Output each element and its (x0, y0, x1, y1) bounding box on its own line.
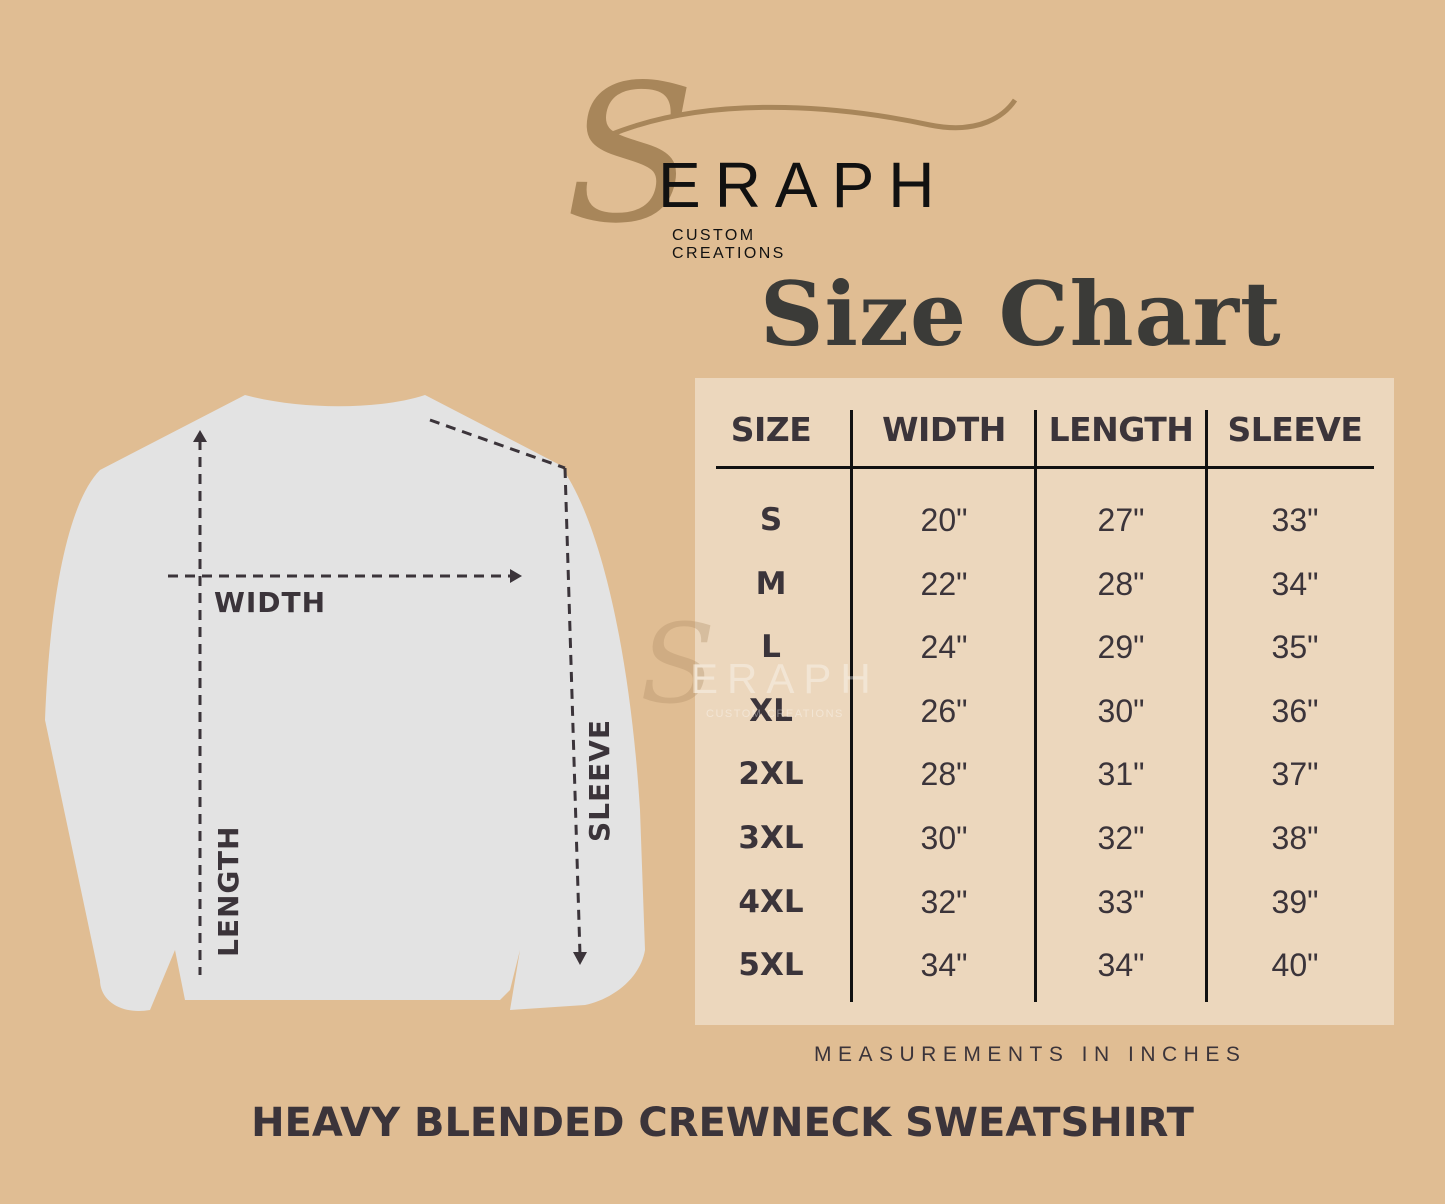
cell-sleeve: 39" (1271, 883, 1319, 920)
cell-length: 32" (1097, 820, 1145, 856)
cell-length: 30" (1097, 692, 1145, 729)
sweatshirt-diagram (45, 395, 645, 1011)
cell-sleeve: 36" (1271, 692, 1319, 729)
cell-sleeve: 40" (1271, 947, 1319, 984)
cell-length: 27" (1097, 502, 1145, 538)
cell-length: 31" (1097, 756, 1145, 793)
column-divider (1205, 410, 1208, 1002)
cell-width: 34" (920, 947, 968, 984)
cell-width: 20" (920, 502, 968, 538)
cell-width: 28" (920, 756, 968, 793)
cell-size: S (759, 502, 783, 538)
cell-length: 28" (1097, 565, 1145, 602)
cell-size: XL (749, 692, 793, 729)
header-length: LENGTH (1048, 410, 1194, 449)
cell-width: 26" (920, 692, 968, 729)
logo-subtitle: CUSTOM CREATIONS (672, 227, 786, 262)
sleeve-label: SLEEVE (583, 718, 616, 842)
cell-size: L (761, 629, 781, 666)
cell-width: 24" (920, 629, 968, 666)
width-label: WIDTH (214, 586, 327, 619)
logo-wordmark: ERAPH (658, 149, 949, 221)
cell-size: 2XL (738, 756, 804, 793)
cell-length: 29" (1097, 629, 1145, 666)
cell-sleeve: 34" (1271, 565, 1319, 602)
cell-size: 3XL (738, 820, 804, 856)
logo-initial: S (565, 44, 696, 265)
logo-swoosh (609, 98, 1018, 138)
cell-sleeve: 38" (1271, 820, 1319, 856)
cell-width: 30" (920, 820, 968, 856)
cell-sleeve: 33" (1271, 502, 1319, 538)
cell-length: 33" (1097, 883, 1145, 920)
header-width: WIDTH (882, 410, 1006, 449)
cell-size: 5XL (738, 947, 804, 984)
column-divider (1034, 410, 1037, 1002)
cell-size: 4XL (738, 883, 804, 920)
length-label: LENGTH (212, 825, 245, 957)
page-title: Size Chart (760, 262, 1282, 366)
sweatshirt-shape (45, 395, 645, 1011)
cell-sleeve: 37" (1271, 756, 1319, 793)
product-name: HEAVY BLENDED CREWNECK SWEATSHIRT (251, 1100, 1194, 1146)
header-size: SIZE (730, 410, 812, 449)
header-sleeve: SLEEVE (1227, 410, 1363, 449)
cell-length: 34" (1097, 947, 1145, 984)
cell-width: 32" (920, 883, 968, 920)
size-table-panel (695, 378, 1394, 1025)
header-divider (716, 466, 1374, 469)
cell-width: 22" (920, 565, 968, 602)
measurements-note: MEASUREMENTS IN INCHES (814, 1043, 1247, 1066)
cell-size: M (755, 565, 787, 602)
column-divider (850, 410, 853, 1002)
cell-sleeve: 35" (1271, 629, 1319, 666)
